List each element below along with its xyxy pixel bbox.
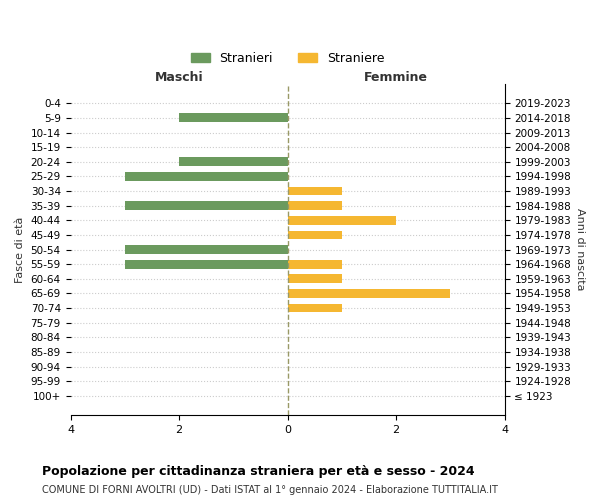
Bar xyxy=(125,172,287,181)
Bar xyxy=(287,289,451,298)
Y-axis label: Fasce di età: Fasce di età xyxy=(15,216,25,282)
Text: COMUNE DI FORNI AVOLTRI (UD) - Dati ISTAT al 1° gennaio 2024 - Elaborazione TUTT: COMUNE DI FORNI AVOLTRI (UD) - Dati ISTA… xyxy=(42,485,498,495)
Y-axis label: Anni di nascita: Anni di nascita xyxy=(575,208,585,291)
Bar xyxy=(287,202,342,210)
Text: Popolazione per cittadinanza straniera per età e sesso - 2024: Popolazione per cittadinanza straniera p… xyxy=(42,465,475,478)
Bar xyxy=(125,202,287,210)
Text: Maschi: Maschi xyxy=(155,71,203,84)
Bar xyxy=(287,216,396,224)
Bar xyxy=(179,114,287,122)
Bar xyxy=(287,274,342,283)
Bar xyxy=(125,245,287,254)
Text: Femmine: Femmine xyxy=(364,71,428,84)
Bar xyxy=(179,158,287,166)
Bar xyxy=(287,260,342,268)
Bar xyxy=(287,230,342,239)
Legend: Stranieri, Straniere: Stranieri, Straniere xyxy=(186,47,389,70)
Bar xyxy=(287,304,342,312)
Bar xyxy=(287,186,342,196)
Bar xyxy=(125,260,287,268)
